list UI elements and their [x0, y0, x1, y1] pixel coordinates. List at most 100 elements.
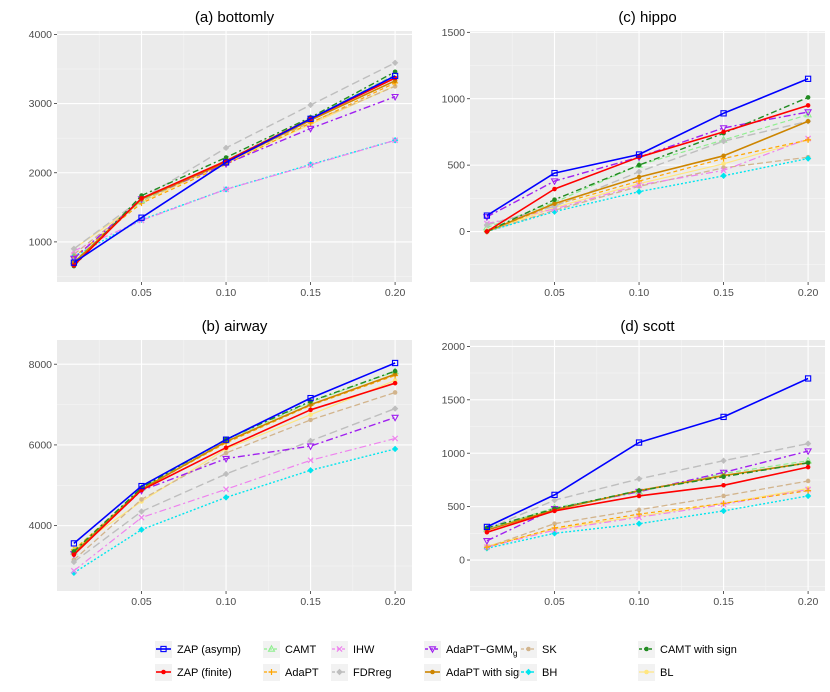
data-point — [719, 469, 728, 477]
legend-label: CAMT with sign — [660, 644, 737, 656]
data-point — [804, 440, 812, 447]
data-point — [720, 413, 727, 421]
x-tick-label: 0.20 — [798, 596, 819, 608]
y-tick-label: 3000 — [29, 98, 53, 110]
series-zap-asymp- — [70, 72, 399, 266]
data-point — [392, 435, 399, 442]
x-tick-label: 0.15 — [300, 287, 321, 299]
data-point — [805, 119, 811, 124]
legend-label: BH — [542, 667, 557, 679]
data-point — [721, 474, 726, 480]
legend-label: IHW — [353, 644, 375, 656]
legend-entry: FDRreg — [331, 664, 392, 681]
series-zap-finite- — [71, 380, 398, 557]
data-point — [636, 493, 642, 499]
y-tick-label: 8000 — [29, 359, 53, 371]
legend-key-marker — [336, 668, 343, 676]
data-point — [721, 482, 726, 488]
y-tick-label: 4000 — [29, 520, 53, 532]
legend-key-marker — [160, 645, 167, 653]
data-point — [70, 558, 78, 566]
data-point — [721, 161, 726, 167]
data-point — [551, 497, 558, 504]
legend-key-marker — [268, 669, 275, 675]
data-point — [70, 569, 78, 577]
legend-key-marker — [267, 644, 276, 652]
data-point — [223, 445, 229, 451]
legend-key-marker — [644, 646, 649, 652]
data-point — [804, 492, 812, 500]
data-point — [805, 478, 811, 484]
data-point — [391, 93, 400, 102]
legend-entry: BH — [520, 664, 557, 681]
data-point — [306, 125, 315, 133]
data-point — [720, 138, 727, 145]
data-point — [552, 521, 557, 527]
data-point — [222, 455, 230, 463]
data-point — [805, 95, 811, 100]
series-line — [486, 78, 809, 217]
panel-hippo: 0.05 0.10 0.15 0.20 0 500 1000 1500 (c) hippo — [442, 9, 825, 299]
data-point — [636, 182, 643, 189]
legend-label: ZAP (asymp) — [177, 644, 241, 656]
panel-title: (b) airway — [202, 318, 268, 335]
legend-key-marker — [526, 646, 531, 652]
data-point — [392, 390, 398, 395]
data-point — [222, 436, 230, 443]
legend-entry: AdaPT — [263, 664, 319, 681]
data-point — [308, 412, 313, 417]
data-point — [635, 475, 643, 483]
series-line — [73, 374, 396, 551]
series-zap-asymp- — [483, 375, 812, 531]
data-point — [138, 526, 145, 533]
x-tick-label: 0.10 — [216, 287, 237, 299]
legend-key-marker — [525, 668, 532, 676]
data-point — [70, 245, 78, 253]
data-point — [138, 482, 145, 490]
data-point — [308, 417, 313, 423]
legend-entry: CAMT with sign — [638, 641, 737, 658]
data-point — [804, 110, 813, 118]
data-point — [70, 540, 78, 547]
legend-entry: IHW — [331, 641, 375, 658]
panel-airway: 0.05 0.10 0.15 0.20 4000 6000 8000 (b) airway — [29, 318, 412, 608]
data-point — [391, 72, 399, 80]
x-tick-label: 0.05 — [131, 596, 152, 608]
series-line — [73, 448, 396, 574]
series-line — [486, 111, 809, 218]
legend-key-marker — [428, 646, 437, 654]
data-point — [804, 448, 813, 456]
legend-entry: CAMT — [263, 641, 316, 658]
data-point — [139, 196, 144, 201]
y-tick-label: 1000 — [29, 236, 53, 248]
series-line — [486, 139, 809, 233]
data-point — [139, 497, 144, 502]
x-tick-label: 0.15 — [713, 596, 734, 608]
data-point — [222, 159, 230, 166]
data-point — [721, 129, 726, 135]
data-point — [636, 514, 643, 521]
y-tick-label: 2000 — [442, 341, 466, 353]
x-tick-label: 0.15 — [300, 596, 321, 608]
data-point — [635, 188, 643, 195]
data-point — [70, 567, 77, 574]
data-point — [720, 507, 727, 515]
series-zap-finite- — [484, 464, 811, 535]
data-point — [552, 197, 557, 202]
legend-key-marker — [430, 669, 435, 675]
data-point — [307, 437, 314, 445]
data-point — [483, 523, 491, 531]
data-point — [805, 103, 811, 108]
data-point — [484, 229, 490, 234]
x-tick-label: 0.05 — [544, 596, 565, 608]
data-point — [483, 544, 490, 551]
data-point — [138, 214, 145, 221]
data-point — [551, 491, 558, 499]
data-point — [805, 136, 812, 143]
data-point — [391, 414, 400, 422]
data-point — [391, 359, 399, 367]
series-adapt-with-sign — [484, 119, 811, 234]
data-point — [391, 445, 399, 453]
y-tick-label: 1000 — [442, 93, 466, 105]
x-tick-label: 0.15 — [713, 287, 734, 299]
